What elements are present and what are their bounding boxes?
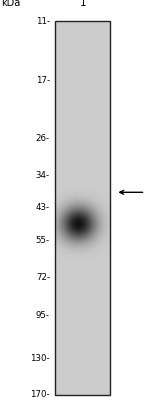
Text: 95-: 95-	[36, 311, 50, 320]
Text: 72-: 72-	[36, 273, 50, 282]
Text: 1: 1	[79, 0, 86, 8]
Text: 17-: 17-	[36, 76, 50, 85]
Text: kDa: kDa	[1, 0, 20, 8]
Text: 11-: 11-	[36, 17, 50, 26]
Text: 34-: 34-	[36, 171, 50, 180]
Text: 55-: 55-	[36, 236, 50, 246]
Text: 26-: 26-	[36, 134, 50, 143]
Text: 43-: 43-	[36, 203, 50, 212]
Text: 130-: 130-	[30, 354, 50, 363]
Text: 170-: 170-	[30, 390, 50, 399]
FancyBboxPatch shape	[55, 22, 110, 395]
